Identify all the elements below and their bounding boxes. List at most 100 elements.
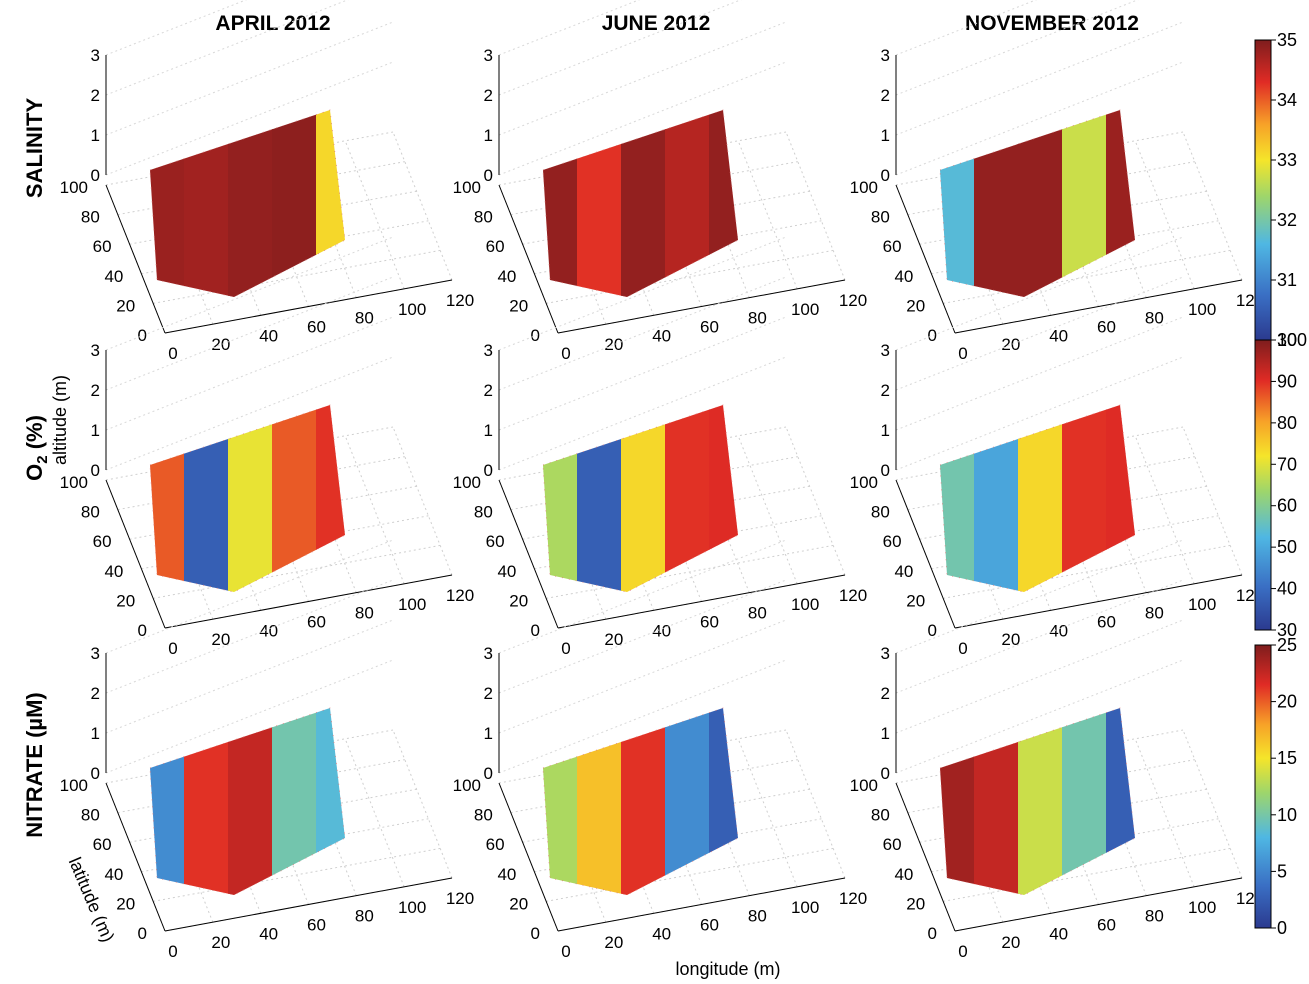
colorbar-tick-label: 20 [1277,692,1297,712]
surface [940,708,1135,895]
grid-line [498,0,742,96]
longitude-tick-label: 80 [1145,907,1164,926]
longitude-tick-label: 0 [168,942,177,961]
longitude-axis-line [557,877,846,932]
latitude-tick-label: 40 [104,562,123,581]
altitude-tick-label: 0 [91,461,100,480]
longitude-tick-label: 20 [211,335,230,354]
latitude-tick-label: 40 [497,562,516,581]
latitude-tick-label: 0 [138,326,147,345]
surface [543,405,738,592]
grid-line [594,462,655,611]
surface-strip [1106,405,1135,592]
grid-line [895,61,1184,176]
latitude-tick-label: 100 [453,776,481,795]
latitude-tick-label: 40 [497,267,516,286]
grid-line [895,579,1184,694]
altitude-tick-label: 0 [881,461,890,480]
latitude-tick-label: 100 [60,473,88,492]
longitude-tick-label: 80 [748,309,767,328]
latitude-axis-line [895,479,956,629]
grid-line [895,21,1184,136]
surface-strip [316,110,345,297]
grid-line [105,0,349,96]
surface [150,110,345,297]
grid-line [105,276,394,391]
grid-line [642,158,702,307]
surface-strip [621,405,666,592]
latitude-tick-label: 20 [116,296,135,315]
grid-line [153,470,214,620]
grid-line [1039,756,1099,905]
grid-line [296,149,357,298]
column-title-june: JUNE 2012 [602,12,711,35]
grid-line [153,773,214,923]
longitude-tick-label: 0 [168,344,177,363]
latitude-tick-label: 100 [850,776,878,795]
latitude-axis-line [105,184,166,334]
surface-strip [272,708,317,895]
grid-line [546,773,607,923]
surface-strip [1106,110,1135,297]
longitude-tick-label: 80 [1145,309,1164,328]
row-title-o2-main: O [22,464,47,481]
altitude-tick-label: 2 [91,381,100,400]
latitude-tick-label: 0 [928,326,937,345]
grid-line [594,167,655,316]
surface-strip [316,405,345,592]
latitude-axis-line [498,782,559,932]
longitude-tick-label: 0 [958,942,967,961]
grid-line [249,453,309,602]
longitude-tick-label: 40 [259,326,278,345]
colorbar-tick-label: 0 [1277,918,1287,938]
colorbar-tick-label: 50 [1277,537,1297,557]
longitude-tick-label: 80 [1145,604,1164,623]
surface-strip [665,708,710,895]
latitude-tick-label: 20 [509,296,528,315]
altitude-tick-label: 3 [484,644,493,663]
surface-strip [1018,405,1063,592]
grid-line [201,462,262,611]
row-title-salinity: SALINITY [22,98,47,199]
grid-line [737,435,798,585]
grid-line [689,444,750,593]
longitude-axis-line [164,574,453,629]
grid-line [153,249,441,304]
longitude-axis-line [164,279,453,334]
surface-strip [940,110,975,297]
longitude-tick-label: 100 [1188,595,1216,614]
colorbar-tick-label: 40 [1277,579,1297,599]
longitude-tick-label: 60 [1097,916,1116,935]
latitude-tick-label: 20 [509,894,528,913]
latitude-tick-label: 40 [894,562,913,581]
longitude-tick-label: 60 [307,916,326,935]
grid-line [1086,747,1147,896]
surface-strip [974,110,1019,297]
longitude-tick-label: 100 [398,300,426,319]
latitude-tick-label: 20 [116,894,135,913]
grid-line [1134,140,1195,290]
grid-line [943,249,1231,304]
latitude-tick-label: 80 [474,208,493,227]
altitude-tick-label: 2 [881,684,890,703]
longitude-tick-label: 20 [211,933,230,952]
surface-strip [577,708,622,895]
grid-line [344,435,405,585]
colorbar-tick-label: 10 [1277,805,1297,825]
colorbar-tick-label: 31 [1277,270,1297,290]
colorbar-2: 0 5 10 15 20 25 [1254,635,1297,938]
latitude-tick-label: 80 [81,806,100,825]
surface-strip [709,405,738,592]
grid-line [1039,453,1099,602]
surface-strip [577,405,622,592]
surface-strip [543,110,578,297]
surface-strip [184,110,229,297]
colorbar-gradient [1254,339,1272,631]
grid-line [498,659,787,774]
latitude-tick-label: 80 [81,503,100,522]
longitude-tick-label: 40 [1049,326,1068,345]
latitude-tick-label: 60 [486,532,505,551]
longitude-tick-label: 0 [168,639,177,658]
grid-line [498,619,787,734]
